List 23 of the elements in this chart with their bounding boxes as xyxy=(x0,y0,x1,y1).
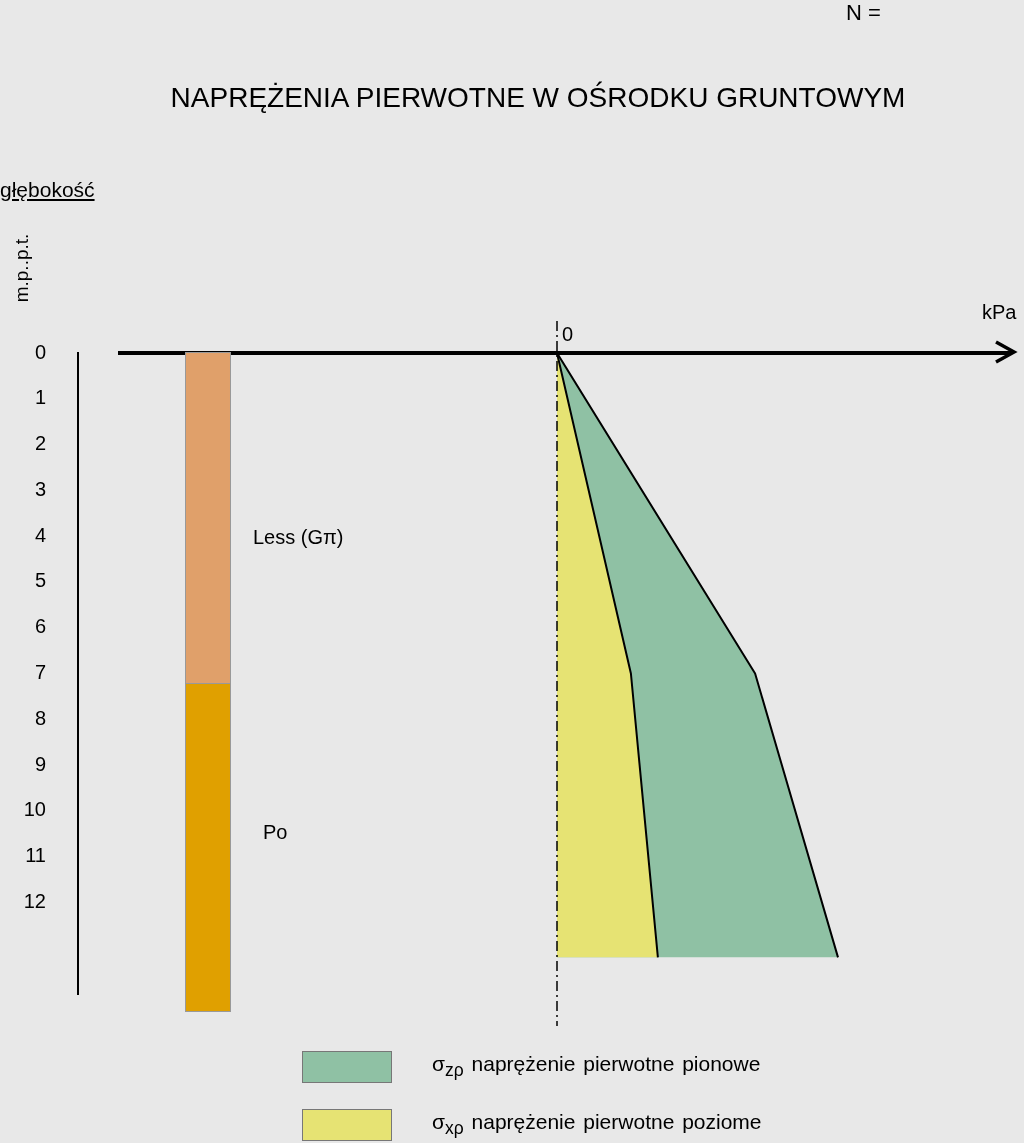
y-tick-label: 7 xyxy=(34,661,46,684)
y-tick-label: 12 xyxy=(23,889,46,912)
y-tick-label: 9 xyxy=(34,752,46,775)
chart-title: NAPRĘŻENIA PIERWOTNE W OŚRODKU GRUNTOWYM xyxy=(169,82,907,114)
y-tick-label: 10 xyxy=(23,798,46,821)
y-tick-label: 0 xyxy=(34,340,46,363)
text: kPa xyxy=(982,300,1017,324)
y-tick-label: 3 xyxy=(34,477,46,500)
text: N = xyxy=(846,0,881,27)
text: Less (Gπ) xyxy=(253,525,344,549)
text: 0 xyxy=(562,322,574,346)
y-axis-title: m.p..p.t. xyxy=(11,233,33,303)
y-tick-label: 5 xyxy=(34,569,46,592)
y-tick-label: 8 xyxy=(34,706,46,729)
text: Po xyxy=(263,820,288,844)
y-tick-label: 4 xyxy=(34,523,46,546)
y-tick-label: 6 xyxy=(34,615,46,638)
y-tick-label: 2 xyxy=(34,432,46,455)
legend-label: σ$_{xρ}$ naprężenie pierwotne poziome xyxy=(432,1110,762,1140)
y-tick-label: 1 xyxy=(34,386,46,409)
legend-label: σ$_{zρ}$ naprężenie pierwotne pionowe xyxy=(432,1052,761,1082)
y-tick-label: 11 xyxy=(25,844,46,867)
text: głębokość xyxy=(0,177,95,203)
